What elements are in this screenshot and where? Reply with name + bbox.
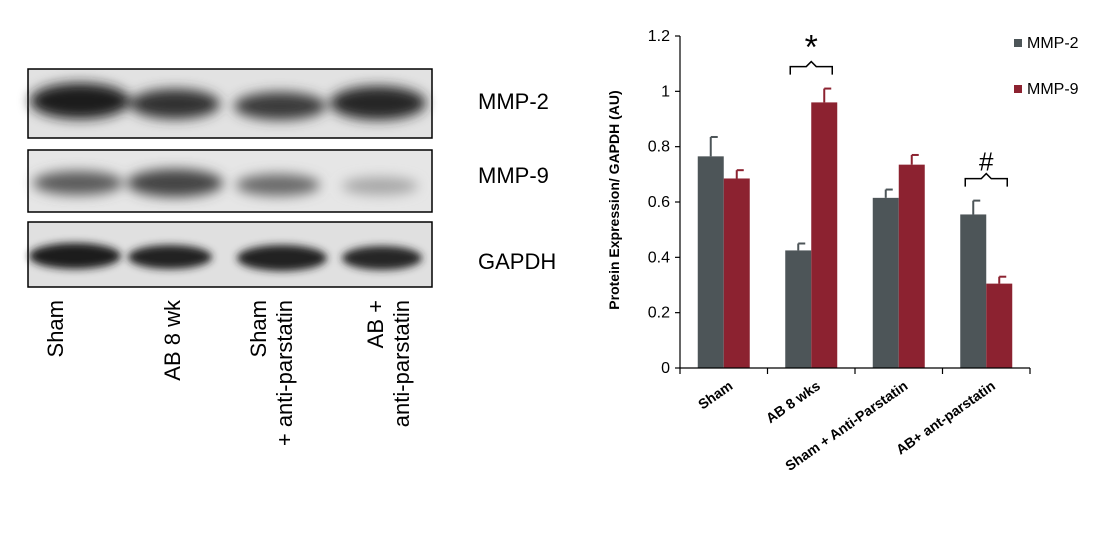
band-label-mmp2: MMP-2 — [478, 89, 549, 114]
legend-label: MMP-9 — [1027, 81, 1079, 98]
bar-mmp-2-3 — [960, 214, 987, 368]
legend-label: MMP-2 — [1027, 35, 1079, 52]
significance-symbol: * — [805, 29, 818, 67]
x-category-label: AB 8 wks — [763, 377, 823, 426]
lane-label-ab8wk: AB 8 wk — [160, 299, 185, 381]
lane-label-ab-anti-line1: AB + — [363, 300, 388, 348]
band-label-mmp9: MMP-9 — [478, 163, 549, 188]
y-tick-label: 1 — [661, 83, 670, 100]
bar-mmp-2-2 — [872, 197, 899, 368]
bar-mmp-2-0 — [697, 156, 724, 368]
bar-mmp-9-1 — [811, 102, 838, 369]
bar-mmp-9-0 — [723, 178, 750, 368]
legend-swatch — [1014, 85, 1022, 93]
lane-label-ab-anti-line2: anti-parstatin — [389, 300, 414, 427]
y-tick-label: 0.6 — [648, 194, 670, 211]
significance-symbol: # — [979, 147, 994, 177]
western-blot-panel: MMP-2 MMP-9 GAPDH Sham AB 8 wk Sham + an… — [27, 68, 556, 446]
y-tick-label: 0.4 — [648, 249, 670, 266]
lane-label-sham: Sham — [43, 300, 68, 357]
bar-mmp-9-3 — [986, 283, 1013, 368]
blot-strip-mmp9 — [27, 149, 433, 213]
bar-chart: Protein Expression/ GAPDH (AU) 0 0.2 0.4 0.… — [606, 28, 1079, 474]
significance-bracket — [964, 172, 1008, 187]
lane-label-sham-anti-line2: + anti-parstatin — [272, 300, 297, 446]
y-tick-label: 1.2 — [648, 28, 670, 45]
y-tick-label: 0.2 — [648, 305, 670, 322]
bar-series — [697, 87, 1013, 369]
significance-bracket — [789, 60, 833, 75]
lane-label-sham-anti-line1: Sham — [246, 300, 271, 357]
bar-mmp-9-2 — [898, 164, 925, 368]
blot-strip-gapdh — [27, 221, 433, 288]
blot-strip-mmp2 — [27, 68, 433, 139]
legend: MMP-2 MMP-9 — [1014, 35, 1079, 98]
x-category-label: Sham — [695, 377, 735, 412]
legend-swatch — [1014, 39, 1022, 47]
y-axis-label: Protein Expression/ GAPDH (AU) — [606, 90, 622, 309]
y-tick-label: 0 — [661, 360, 670, 377]
y-tick-label: 0.8 — [648, 139, 670, 156]
y-axis: 0 0.2 0.4 0.6 0.8 1 1.2 — [648, 28, 681, 377]
bar-mmp-2-1 — [785, 250, 812, 368]
band-label-gapdh: GAPDH — [478, 249, 556, 274]
significance-annotations: *# — [789, 29, 1008, 187]
